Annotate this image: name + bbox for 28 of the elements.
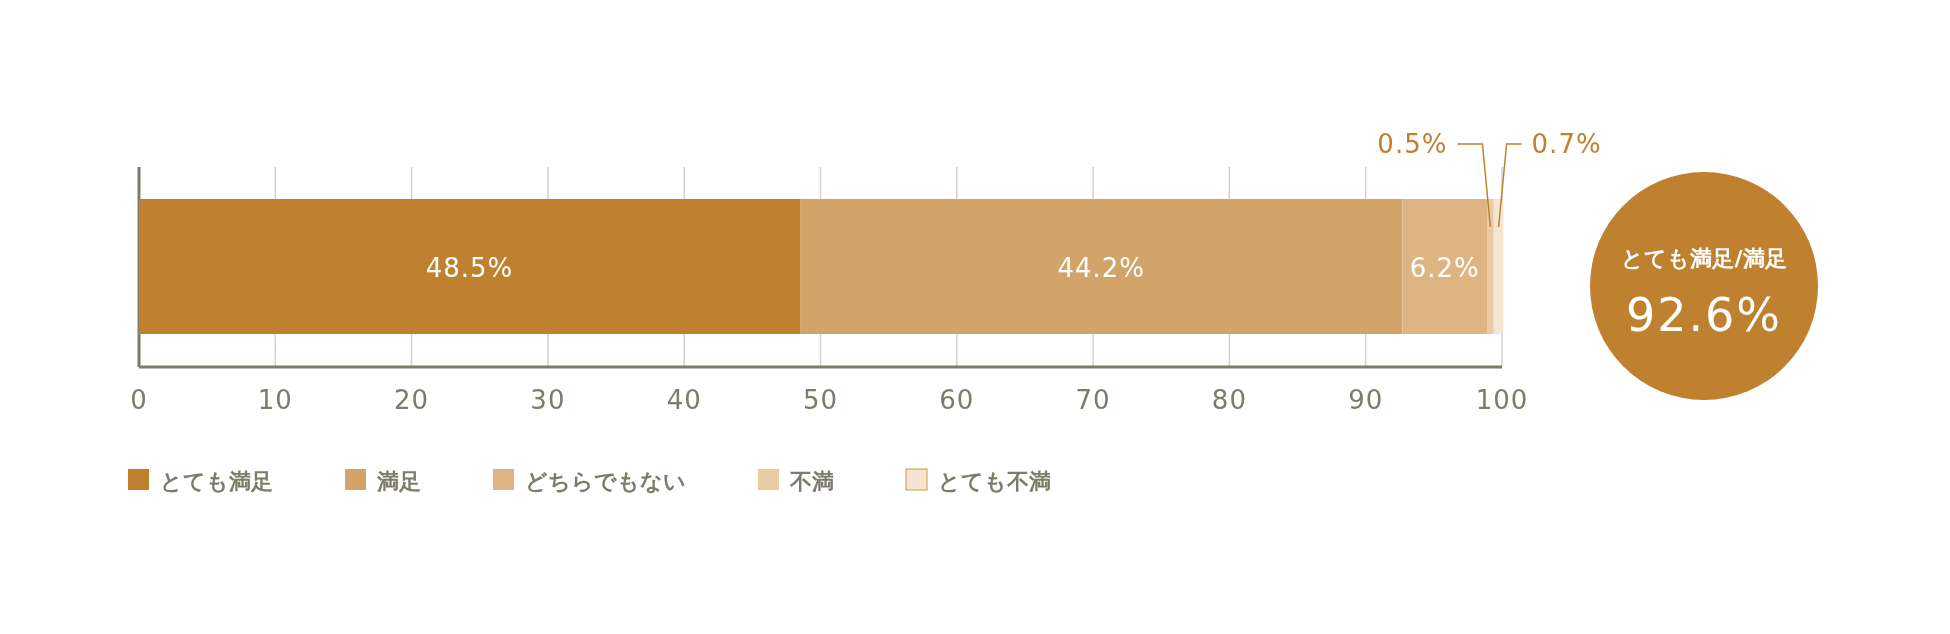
x-tick-label: 10 bbox=[257, 385, 293, 415]
x-tick-label: 40 bbox=[666, 385, 702, 415]
x-tick-label: 80 bbox=[1211, 385, 1247, 415]
x-tick-label: 70 bbox=[1075, 385, 1111, 415]
legend-label: 不満 bbox=[789, 469, 834, 494]
data-label: 0.7% bbox=[1531, 129, 1602, 159]
legend-label: 満足 bbox=[376, 469, 421, 494]
data-label: 44.2% bbox=[1057, 252, 1146, 283]
x-tick-label: 30 bbox=[530, 385, 566, 415]
data-label: 6.2% bbox=[1409, 252, 1480, 283]
legend-label: とても不満 bbox=[938, 469, 1051, 494]
data-label: 0.5% bbox=[1377, 129, 1448, 159]
x-tick-label: 50 bbox=[802, 385, 839, 415]
bar bbox=[139, 199, 801, 334]
data-label: 48.5% bbox=[425, 252, 514, 283]
x-tick-label: 20 bbox=[394, 385, 430, 415]
legend-label: どちらでもない bbox=[525, 469, 686, 494]
x-tick-label: 0 bbox=[130, 385, 148, 415]
legend-label: とても満足 bbox=[160, 469, 273, 494]
x-tick-label: 90 bbox=[1348, 385, 1384, 415]
x-tick-label: 100 bbox=[1475, 385, 1529, 415]
text: とても満足/満足 bbox=[1621, 246, 1787, 271]
x-tick-label: 60 bbox=[939, 385, 975, 415]
bar bbox=[800, 199, 1403, 334]
bar bbox=[1402, 199, 1488, 334]
bar bbox=[1487, 199, 1494, 334]
bar bbox=[1493, 199, 1504, 334]
text: 92.6% bbox=[1625, 288, 1783, 342]
